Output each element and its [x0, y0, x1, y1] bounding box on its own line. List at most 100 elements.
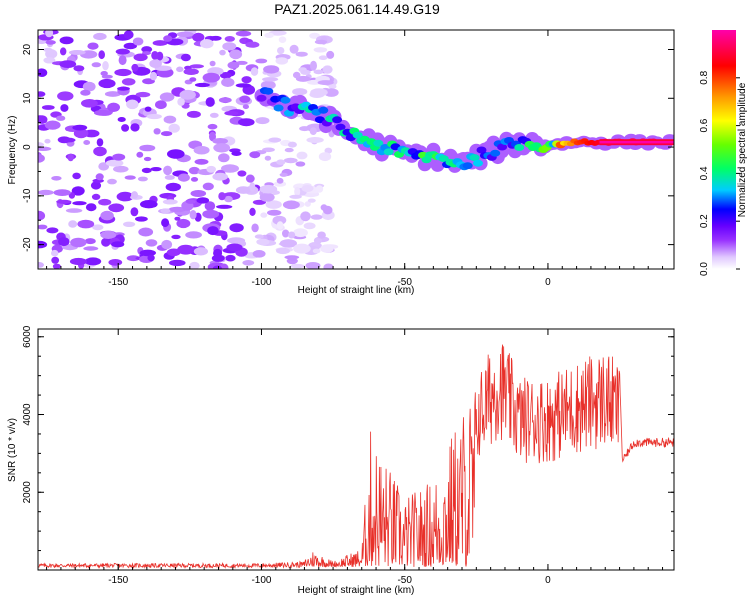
noise-speckle: [292, 88, 308, 96]
x-tick-label: -150: [108, 277, 128, 288]
noise-speckle: [163, 35, 173, 42]
noise-speckle: [287, 141, 297, 148]
noise-speckle: [174, 216, 181, 221]
noise-speckle: [70, 237, 87, 248]
noise-speckle: [279, 172, 288, 177]
noise-speckle: [293, 243, 311, 254]
noise-speckle: [194, 158, 209, 165]
noise-speckle: [318, 55, 328, 60]
noise-speckle: [295, 51, 308, 57]
noise-speckle: [87, 42, 99, 50]
noise-speckle: [118, 55, 127, 66]
noise-speckle: [219, 263, 229, 269]
noise-speckle: [149, 71, 158, 81]
noise-speckle: [224, 36, 235, 42]
signal-core: [273, 104, 284, 112]
noise-speckle: [260, 212, 268, 218]
noise-speckle: [290, 263, 305, 269]
noise-speckle: [255, 117, 270, 125]
noise-speckle: [164, 175, 175, 180]
noise-speckle: [317, 231, 326, 239]
noise-speckle: [245, 174, 255, 183]
noise-speckle: [188, 166, 200, 175]
x-tick-label: 0: [545, 277, 551, 288]
noise-speckle: [57, 91, 74, 101]
noise-speckle: [123, 30, 134, 40]
signal-core: [476, 146, 487, 154]
noise-speckle: [93, 32, 107, 41]
noise-speckle: [85, 203, 97, 212]
noise-speckle: [265, 200, 282, 209]
noise-speckle: [124, 175, 136, 180]
noise-speckle: [245, 41, 260, 48]
noise-speckle: [276, 247, 290, 255]
noise-speckle: [98, 198, 112, 206]
noise-speckle: [310, 88, 328, 97]
noise-speckle: [211, 254, 225, 262]
noise-speckle: [295, 75, 311, 82]
noise-speckle: [262, 147, 275, 153]
colorbar-ticks: 0.0 0.2 0.4 0.6 0.8: [699, 70, 740, 276]
noise-speckle: [131, 191, 138, 199]
noise-speckle: [111, 241, 125, 248]
noise-speckle: [218, 153, 230, 163]
noise-speckle: [138, 227, 154, 237]
noise-speckle: [51, 249, 59, 257]
noise-speckle: [186, 110, 201, 118]
noise-speckle: [44, 138, 51, 144]
noise-speckle: [46, 227, 59, 234]
noise-speckle: [135, 91, 151, 98]
noise-speckle: [43, 47, 53, 53]
noise-speckle: [185, 231, 203, 239]
noise-speckle: [105, 159, 124, 167]
noise-speckle: [151, 51, 159, 60]
noise-speckle: [52, 263, 61, 269]
noise-speckle: [205, 97, 215, 107]
noise-speckle: [282, 229, 290, 238]
noise-speckle: [160, 208, 171, 214]
signal-core: [469, 154, 480, 162]
noise-speckle: [168, 206, 186, 213]
noise-speckle: [93, 109, 112, 116]
noise-speckle: [224, 111, 239, 116]
noise-speckle: [289, 194, 302, 199]
noise-speckle: [272, 215, 287, 225]
noise-speckle: [176, 218, 191, 229]
noise-speckle: [222, 42, 237, 51]
noise-speckle: [98, 78, 116, 89]
colorbar-label: Normalized spectral amplitude: [737, 82, 748, 217]
colorbar-tick-label: 0.4: [699, 166, 710, 180]
noise-speckle: [147, 254, 155, 262]
noise-speckle: [176, 66, 184, 73]
noise-speckle: [242, 260, 255, 266]
noise-speckle: [51, 256, 60, 264]
noise-speckle: [38, 146, 52, 151]
noise-speckle: [69, 257, 88, 266]
signal-core: [462, 162, 473, 170]
noise-speckle: [277, 47, 285, 55]
noise-speckle: [202, 209, 220, 219]
noise-speckle: [310, 214, 323, 220]
noise-speckle: [254, 234, 264, 239]
x-tick-label: 0: [545, 575, 551, 586]
noise-speckle: [115, 48, 130, 55]
noise-speckle: [218, 192, 226, 201]
snr-frame: [37, 328, 675, 571]
noise-speckle: [264, 32, 274, 38]
noise-speckle: [263, 65, 280, 74]
noise-speckle: [163, 115, 177, 124]
noise-speckle: [167, 149, 185, 159]
noise-speckle: [146, 113, 162, 120]
colorbar-gradient: [712, 30, 736, 269]
noise-speckle: [116, 191, 134, 202]
noise-speckle: [273, 181, 287, 187]
noise-speckle: [80, 89, 91, 96]
noise-speckle: [249, 207, 256, 216]
noise-speckle: [310, 60, 317, 71]
x-tick-label: -50: [397, 277, 412, 288]
noise-speckle: [294, 186, 301, 197]
signal-core: [332, 116, 343, 124]
noise-speckle: [169, 259, 186, 267]
